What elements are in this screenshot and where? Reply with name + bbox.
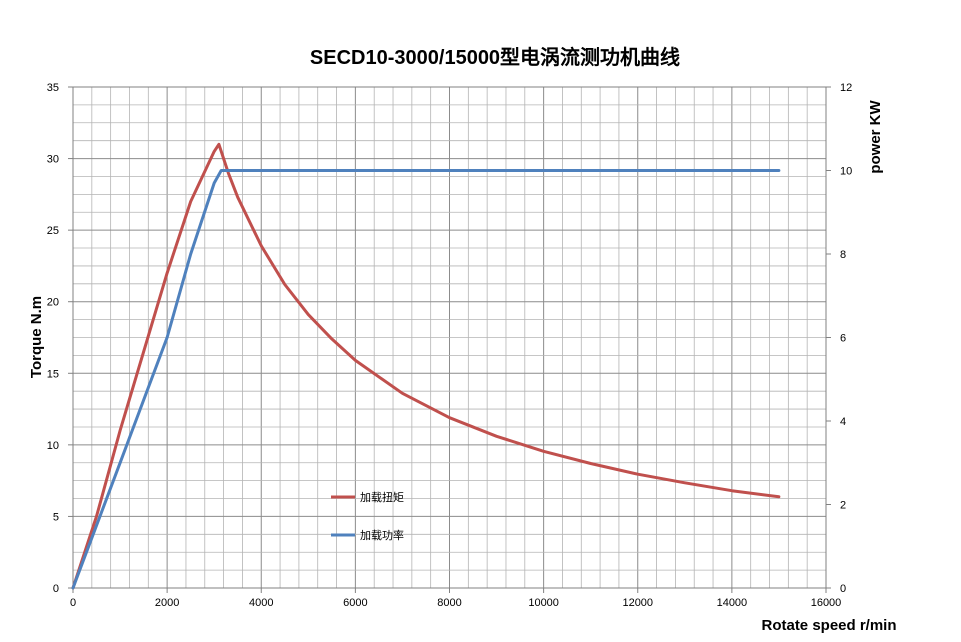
- y-left-tick-label: 35: [47, 82, 59, 94]
- y-left-tick-label: 20: [47, 297, 59, 309]
- x-tick-label: 10000: [528, 597, 559, 609]
- y-right-tick-label: 0: [840, 583, 846, 595]
- x-tick-label: 2000: [155, 597, 179, 609]
- y-left-tick-label: 15: [47, 368, 59, 380]
- y-left-tick-label: 30: [47, 154, 59, 166]
- x-tick-label: 6000: [343, 597, 367, 609]
- y-left-tick-label: 10: [47, 440, 59, 452]
- x-tick-label: 4000: [249, 597, 273, 609]
- x-tick-label: 16000: [811, 597, 842, 609]
- y-right-tick-label: 10: [840, 166, 852, 178]
- x-tick-label: 8000: [437, 597, 461, 609]
- x-tick-label: 12000: [622, 597, 653, 609]
- grid-lines: [68, 86, 831, 593]
- y-left-axis-title: Torque N.m: [28, 296, 45, 378]
- series-line-1: [71, 142, 781, 590]
- y-right-axis-title: power KW: [867, 99, 884, 173]
- y-right-tick-label: 12: [840, 82, 852, 94]
- x-tick-label: 0: [70, 597, 76, 609]
- series-lines: [71, 142, 781, 590]
- y-right-tick-label: 2: [840, 500, 846, 512]
- tick-labels: 0 2000 4000 6000 8000 10000 12000 14000 16000 0 5 1…: [47, 82, 853, 609]
- chart-title: SECD10-3000/15000型电涡流测功机曲线: [310, 45, 680, 69]
- y-right-tick-label: 6: [840, 333, 846, 345]
- y-left-tick-label: 25: [47, 225, 59, 237]
- x-axis-title: Rotate speed r/min: [761, 617, 896, 634]
- y-right-tick-label: 4: [840, 416, 846, 428]
- legend-label-2: 加载功率: [360, 528, 404, 542]
- x-tick-label: 14000: [717, 597, 748, 609]
- series-line-2: [71, 169, 781, 590]
- legend-label-1: 加载扭矩: [360, 490, 404, 504]
- y-right-tick-label: 8: [840, 249, 846, 261]
- y-left-tick-label: 5: [53, 511, 59, 523]
- y-left-tick-label: 0: [53, 583, 59, 595]
